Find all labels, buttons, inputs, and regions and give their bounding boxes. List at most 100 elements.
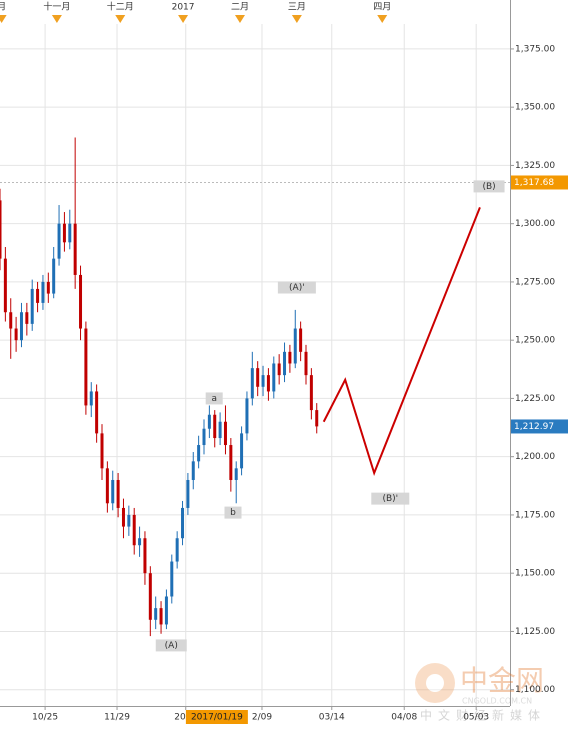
price-tag-label: 1,317.68 <box>514 178 554 188</box>
top-tick-label: 月 <box>0 2 6 13</box>
top-tick-marker <box>291 15 302 23</box>
candle-body <box>105 468 109 504</box>
candle-body <box>164 596 168 625</box>
top-tick-marker <box>51 15 62 23</box>
candle-body <box>229 445 233 480</box>
candle-body <box>148 573 152 620</box>
candle-body <box>207 414 211 429</box>
annotation: (B)' <box>382 494 398 504</box>
candle-body <box>304 351 308 376</box>
candle-body <box>9 312 13 329</box>
candle-body <box>256 368 260 387</box>
candle-body <box>202 428 206 446</box>
candle-body <box>191 461 195 480</box>
candle-body <box>154 608 158 620</box>
candle-body <box>283 351 287 376</box>
candle-body <box>309 375 313 411</box>
y-tick-label: 1,250.00 <box>515 336 555 346</box>
annotation: (A)' <box>289 283 305 293</box>
projection-line <box>322 207 481 476</box>
candle-body <box>181 507 185 539</box>
candle-body <box>19 312 23 341</box>
candle-body <box>288 351 292 364</box>
y-tick-label: 1,225.00 <box>515 394 555 404</box>
candle-body <box>116 479 120 508</box>
candle-body <box>3 258 7 313</box>
candle-body <box>277 363 281 376</box>
cursor-label: 2017/01/19 <box>191 713 243 723</box>
annotation-box <box>224 506 242 519</box>
candle-body <box>197 445 201 462</box>
candle-body <box>89 391 93 406</box>
x-tick-label: 04/08 <box>391 713 417 723</box>
y-tick-label: 1,100.00 <box>515 685 555 695</box>
price-tag-label: 1,212.97 <box>514 422 554 432</box>
candle-body <box>293 328 297 364</box>
y-tick-label: 1,350.00 <box>515 103 555 113</box>
candle-body <box>121 507 125 527</box>
candle-body <box>132 514 136 546</box>
candle-body <box>68 223 72 243</box>
candle-body <box>62 223 66 243</box>
candle-body <box>127 514 131 527</box>
candle-body <box>36 288 40 303</box>
top-tick-label: 三月 <box>288 2 306 13</box>
annotation-box <box>277 281 316 294</box>
x-tick-label: 10/25 <box>32 713 58 723</box>
candle-body <box>213 414 217 439</box>
candle-body <box>299 328 303 352</box>
annotation: b <box>230 508 236 518</box>
candle-body <box>79 274 83 329</box>
annotation-box <box>473 180 505 193</box>
candle-body <box>261 375 265 387</box>
watermark: 中金网 CNGOLD.COM.CN 中文财经新媒体 <box>415 663 546 723</box>
watermark-logo <box>415 663 455 703</box>
annotation-box <box>205 392 223 405</box>
candle-body <box>138 538 142 546</box>
x-tick-label: 05/03 <box>463 713 489 723</box>
x-tick-label: 03/14 <box>319 713 345 723</box>
candle-body <box>143 538 147 574</box>
candle-body <box>250 368 254 399</box>
annotation: (B) <box>482 182 495 192</box>
cursor-label-box <box>185 710 248 724</box>
candle-body <box>170 561 174 597</box>
y-tick-label: 1,325.00 <box>515 161 555 171</box>
y-tick-label: 1,175.00 <box>515 510 555 520</box>
candle-body <box>266 375 270 392</box>
candle-body <box>46 281 50 294</box>
candle-body <box>52 258 56 294</box>
annotation: a <box>211 394 217 404</box>
candle-body <box>159 608 163 625</box>
y-tick-label: 1,200.00 <box>515 452 555 462</box>
x-tick-label: 11/29 <box>104 713 130 723</box>
top-tick-marker <box>0 15 7 23</box>
y-tick-label: 1,125.00 <box>515 627 555 637</box>
x-tick-label: 2017 <box>174 713 197 723</box>
annotation: (A) <box>165 641 178 651</box>
top-tick-marker <box>377 15 388 23</box>
candle-body <box>30 288 34 324</box>
top-tick-label: 四月 <box>373 2 391 13</box>
watermark-slogan: 中文财经新媒体 <box>420 708 546 723</box>
annotation-box <box>155 639 187 652</box>
price-tag <box>511 175 568 190</box>
top-tick-label: 二月 <box>231 2 249 13</box>
candle-body <box>100 433 104 469</box>
candle-body <box>186 479 190 508</box>
candle-body <box>111 479 115 504</box>
candle-body <box>0 200 2 259</box>
candle-body <box>41 281 45 303</box>
watermark-logo-inner <box>426 674 444 692</box>
candle-body <box>84 328 88 406</box>
price-tag <box>511 419 568 434</box>
top-tick-marker <box>178 15 189 23</box>
watermark-site: CNGOLD.COM.CN <box>462 697 532 706</box>
top-tick-label: 2017 <box>172 3 195 13</box>
candle-body <box>272 363 276 392</box>
candle-body <box>218 421 222 439</box>
candle-body <box>73 223 77 275</box>
top-tick-label: 十二月 <box>107 1 134 13</box>
y-tick-label: 1,300.00 <box>515 219 555 229</box>
